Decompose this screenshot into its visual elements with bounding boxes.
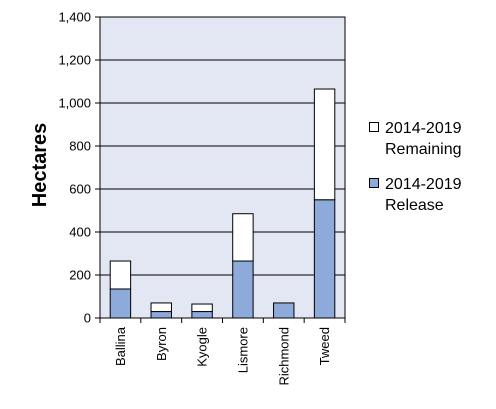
bar-segment bbox=[191, 303, 213, 313]
legend: 2014-2019 Remaining 2014-2019 Release bbox=[369, 120, 462, 214]
legend-label: 2014-2019 bbox=[385, 176, 462, 193]
bar-segment bbox=[273, 302, 295, 319]
legend-label: Release bbox=[385, 197, 444, 214]
legend-swatch bbox=[369, 122, 379, 132]
x-tick-label: Kyogle bbox=[195, 327, 210, 367]
bar-segment bbox=[313, 199, 336, 319]
y-tick-label: 1,000 bbox=[58, 96, 91, 111]
x-tick-label: Richmond bbox=[276, 327, 291, 386]
y-tick-label: 800 bbox=[69, 139, 91, 154]
bar-segment bbox=[191, 311, 213, 319]
gridlines bbox=[100, 59, 345, 276]
bar-segment bbox=[232, 260, 254, 319]
x-tick-label: Ballina bbox=[113, 326, 128, 366]
bar-segment bbox=[150, 302, 172, 313]
x-tick-label: Lismore bbox=[235, 327, 250, 373]
y-tick-label: 1,200 bbox=[58, 53, 91, 68]
bar-segment bbox=[109, 260, 132, 290]
x-tick-label: Byron bbox=[154, 327, 169, 361]
y-tick-label: 0 bbox=[84, 311, 91, 326]
legend-swatch bbox=[369, 178, 379, 188]
y-axis-ticks: 0 200 400 600 800 1,000 1,200 1,400 bbox=[58, 10, 100, 326]
plot-area bbox=[100, 17, 345, 318]
legend-label: Remaining bbox=[385, 141, 461, 158]
bar-segment bbox=[313, 88, 336, 201]
y-tick-label: 400 bbox=[69, 225, 91, 240]
y-tick-label: 200 bbox=[69, 268, 91, 283]
bar-segment bbox=[150, 311, 172, 319]
y-tick-label: 600 bbox=[69, 182, 91, 197]
y-tick-label: 1,400 bbox=[58, 10, 91, 25]
bar-segment bbox=[109, 288, 132, 319]
y-axis-title: Hectares bbox=[29, 123, 51, 208]
bar-segment bbox=[232, 213, 254, 262]
legend-label: 2014-2019 bbox=[385, 120, 462, 137]
bars bbox=[109, 88, 336, 319]
x-axis-ticks: Ballina Byron Kyogle Lismore Richmond Tweed bbox=[99, 318, 346, 386]
x-tick-label: Tweed bbox=[317, 327, 332, 365]
